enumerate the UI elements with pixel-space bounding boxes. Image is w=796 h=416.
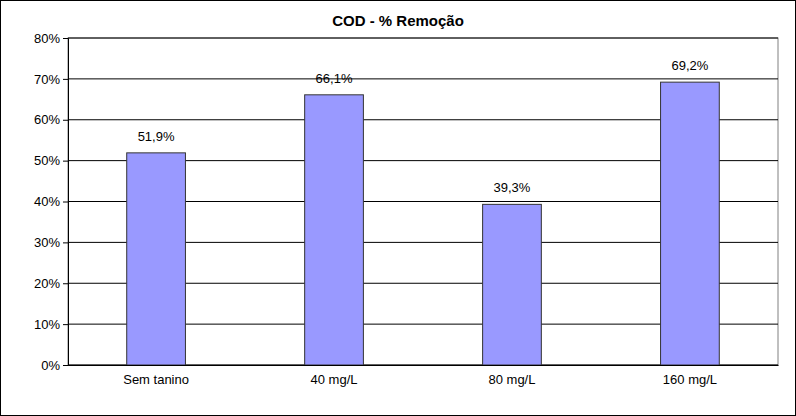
grid	[68, 38, 778, 365]
y-tick-mark	[63, 283, 68, 284]
background	[1, 1, 796, 416]
y-tick: 0%	[41, 358, 68, 373]
y-tick: 40%	[34, 194, 68, 209]
x-tick: Sem tanino	[123, 365, 189, 387]
x-axis: Sem tanino 40 mg/L 80 mg/L 160 mg/L	[69, 365, 779, 387]
y-tick-label: 20%	[34, 276, 60, 291]
y-tick-mark	[63, 79, 68, 80]
y-tick-mark	[63, 365, 68, 366]
y-tick-label: 30%	[34, 235, 60, 250]
bars	[127, 82, 720, 365]
y-tick-mark	[63, 202, 68, 203]
y-tick-label: 40%	[34, 194, 60, 209]
plot-frame	[68, 38, 778, 365]
x-tick-label: 80 mg/L	[488, 372, 535, 387]
x-tick-label: 40 mg/L	[311, 372, 358, 387]
x-tick: 80 mg/L	[488, 365, 535, 387]
y-tick: 80%	[34, 31, 68, 46]
chart: COD - % Remoção 0% 10% 20% 30% 40% 50% 60% 70% 80…	[0, 0, 796, 416]
y-tick-label: 60%	[34, 112, 60, 127]
data-label: 51,9%	[138, 129, 175, 144]
y-tick-label: 80%	[34, 31, 60, 46]
grid-line	[68, 38, 778, 39]
y-axis-line	[63, 39, 69, 366]
bar	[661, 82, 720, 365]
y-tick-label: 10%	[34, 317, 60, 332]
plot: 0% 10% 20% 30% 40% 50% 60% 70% 80% Sem tanino 40 m…	[34, 31, 779, 388]
x-axis-line	[69, 365, 779, 366]
x-tick: 160 mg/L	[663, 365, 717, 387]
y-tick: 30%	[34, 235, 68, 250]
y-tick-mark	[63, 38, 68, 39]
bar	[305, 95, 364, 365]
y-tick-label: 70%	[34, 72, 60, 87]
y-tick-label: 50%	[34, 153, 60, 168]
y-tick: 10%	[34, 317, 68, 332]
data-label: 66,1%	[316, 71, 353, 86]
bar	[127, 153, 186, 365]
y-tick: 50%	[34, 153, 68, 168]
y-tick: 60%	[34, 112, 68, 127]
y-tick-mark	[63, 161, 68, 162]
bar	[483, 204, 542, 365]
x-tick-label: Sem tanino	[123, 372, 189, 387]
data-label: 39,3%	[494, 180, 531, 195]
y-tick-mark	[63, 120, 68, 121]
x-tick-label: 160 mg/L	[663, 372, 717, 387]
y-tick-label: 0%	[41, 358, 60, 373]
y-axis: 0% 10% 20% 30% 40% 50% 60% 70% 80%	[34, 31, 69, 373]
grid-line	[68, 78, 778, 79]
title: COD - % Remoção	[332, 12, 464, 29]
x-tick: 40 mg/L	[311, 365, 358, 387]
y-tick-mark	[63, 242, 68, 243]
y-tick: 20%	[34, 276, 68, 291]
data-label: 69,2%	[671, 58, 708, 73]
y-tick-mark	[63, 324, 68, 325]
data-labels: 51,9% 66,1% 39,3% 69,2%	[138, 58, 709, 195]
y-tick: 70%	[34, 72, 68, 87]
